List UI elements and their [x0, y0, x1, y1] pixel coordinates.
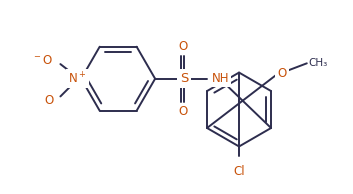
- Text: CH₃: CH₃: [309, 58, 328, 68]
- Text: Cl: Cl: [233, 165, 245, 178]
- Text: O: O: [178, 40, 187, 53]
- Text: N$^+$: N$^+$: [68, 71, 86, 86]
- Text: S: S: [180, 72, 189, 85]
- Text: NH: NH: [212, 72, 229, 85]
- Text: O: O: [178, 105, 187, 118]
- Text: O: O: [277, 67, 287, 80]
- Text: O: O: [44, 94, 53, 107]
- Text: $^-$O: $^-$O: [32, 54, 53, 67]
